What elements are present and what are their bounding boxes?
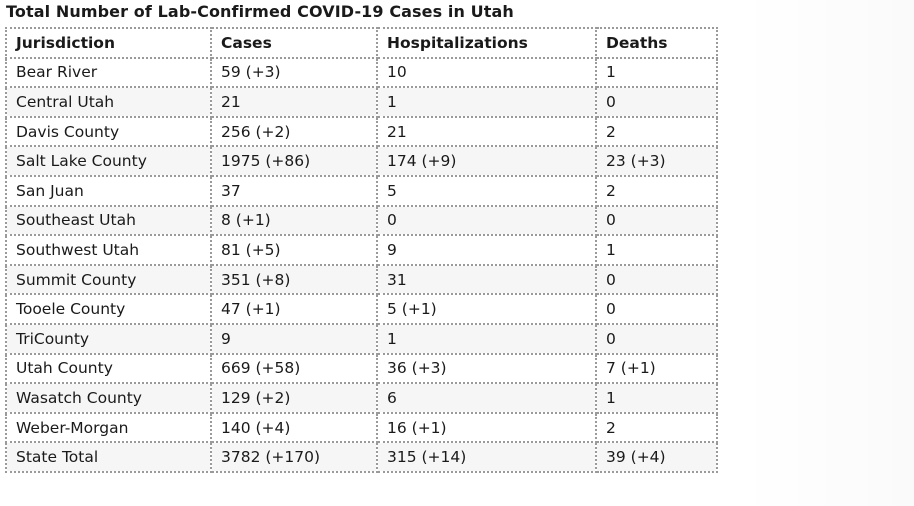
cell-hospitalizations: 10	[376, 56, 597, 89]
cell-cases: 129 (+2)	[210, 382, 378, 414]
cell-deaths: 1	[595, 56, 718, 89]
table-title: Total Number of Lab-Confirmed COVID-19 C…	[6, 2, 514, 21]
cell-jurisdiction: Weber-Morgan	[5, 411, 212, 444]
table-row: TriCounty 9 1 0	[5, 322, 718, 355]
cell-hospitalizations: 31	[376, 263, 597, 296]
table-row: Southeast Utah 8 (+1) 0 0	[5, 204, 718, 237]
cell-jurisdiction: State Total	[5, 441, 212, 473]
cell-cases: 37	[210, 174, 378, 207]
table-row: San Juan 37 5 2	[5, 174, 718, 207]
table-row: Davis County 256 (+2) 21 2	[5, 115, 718, 148]
cell-deaths: 0	[595, 293, 718, 325]
cell-cases: 59 (+3)	[210, 56, 378, 89]
cell-hospitalizations: 6	[376, 382, 597, 414]
table-row: Utah County 669 (+58) 36 (+3) 7 (+1)	[5, 352, 718, 385]
cell-jurisdiction: San Juan	[5, 174, 212, 207]
cell-deaths: 1	[595, 234, 718, 266]
cell-deaths: 0	[595, 204, 718, 237]
table-row: Wasatch County 129 (+2) 6 1	[5, 382, 718, 414]
cell-cases: 140 (+4)	[210, 411, 378, 444]
cell-hospitalizations: 174 (+9)	[376, 145, 597, 177]
cell-cases: 9	[210, 322, 378, 355]
cell-jurisdiction: Utah County	[5, 352, 212, 385]
cell-deaths: 2	[595, 115, 718, 148]
cell-cases: 47 (+1)	[210, 293, 378, 325]
header-row: Jurisdiction Cases Hospitalizations Deat…	[5, 27, 718, 59]
cell-hospitalizations: 36 (+3)	[376, 352, 597, 385]
table-row: Bear River 59 (+3) 10 1	[5, 56, 718, 89]
table-row: Salt Lake County 1975 (+86) 174 (+9) 23 (+3…	[5, 145, 718, 177]
cell-jurisdiction: TriCounty	[5, 322, 212, 355]
cell-jurisdiction: Southeast Utah	[5, 204, 212, 237]
cell-jurisdiction: Bear River	[5, 56, 212, 89]
cell-cases: 8 (+1)	[210, 204, 378, 237]
cell-deaths: 2	[595, 174, 718, 207]
cell-deaths: 0	[595, 86, 718, 118]
cell-hospitalizations: 21	[376, 115, 597, 148]
cell-jurisdiction: Salt Lake County	[5, 145, 212, 177]
table-row: Weber-Morgan 140 (+4) 16 (+1) 2	[5, 411, 718, 444]
cell-jurisdiction: Central Utah	[5, 86, 212, 118]
table-row: Tooele County 47 (+1) 5 (+1) 0	[5, 293, 718, 325]
cell-hospitalizations: 1	[376, 322, 597, 355]
cell-cases: 669 (+58)	[210, 352, 378, 385]
cell-deaths: 7 (+1)	[595, 352, 718, 385]
cell-jurisdiction: Wasatch County	[5, 382, 212, 414]
header-deaths: Deaths	[595, 27, 718, 59]
table-body: Bear River 59 (+3) 10 1 Central Utah 21 1 0 Davi…	[5, 56, 718, 473]
cell-deaths: 1	[595, 382, 718, 414]
cell-hospitalizations: 1	[376, 86, 597, 118]
table-row: State Total 3782 (+170) 315 (+14) 39 (+4)	[5, 441, 718, 473]
cell-hospitalizations: 5 (+1)	[376, 293, 597, 325]
cell-hospitalizations: 0	[376, 204, 597, 237]
table-row: Central Utah 21 1 0	[5, 86, 718, 118]
cell-jurisdiction: Summit County	[5, 263, 212, 296]
table-row: Southwest Utah 81 (+5) 9 1	[5, 234, 718, 266]
cell-cases: 256 (+2)	[210, 115, 378, 148]
cell-jurisdiction: Davis County	[5, 115, 212, 148]
table-row: Summit County 351 (+8) 31 0	[5, 263, 718, 296]
cell-hospitalizations: 16 (+1)	[376, 411, 597, 444]
cell-cases: 21	[210, 86, 378, 118]
cell-jurisdiction: Tooele County	[5, 293, 212, 325]
header-jurisdiction: Jurisdiction	[5, 27, 212, 59]
header-hospitalizations: Hospitalizations	[376, 27, 597, 59]
header-cases: Cases	[210, 27, 378, 59]
cell-deaths: 23 (+3)	[595, 145, 718, 177]
cell-hospitalizations: 315 (+14)	[376, 441, 597, 473]
cell-deaths: 0	[595, 263, 718, 296]
cell-cases: 351 (+8)	[210, 263, 378, 296]
cell-cases: 3782 (+170)	[210, 441, 378, 473]
right-edge-fade	[744, 0, 914, 506]
cell-hospitalizations: 9	[376, 234, 597, 266]
cell-cases: 81 (+5)	[210, 234, 378, 266]
cell-hospitalizations: 5	[376, 174, 597, 207]
cell-deaths: 0	[595, 322, 718, 355]
cell-cases: 1975 (+86)	[210, 145, 378, 177]
cell-deaths: 2	[595, 411, 718, 444]
covid-cases-table: Jurisdiction Cases Hospitalizations Deat…	[5, 27, 718, 473]
cell-jurisdiction: Southwest Utah	[5, 234, 212, 266]
cell-deaths: 39 (+4)	[595, 441, 718, 473]
